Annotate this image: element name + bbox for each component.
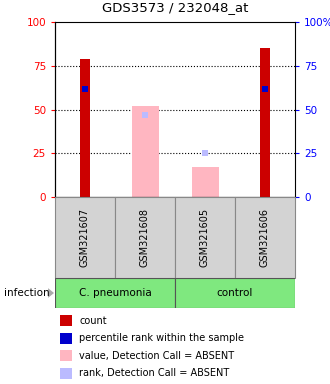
Bar [175, 197, 235, 278]
Bar [131, 106, 158, 197]
Text: infection: infection [4, 288, 50, 298]
Bar [55, 197, 115, 278]
Text: rank, Detection Call = ABSENT: rank, Detection Call = ABSENT [79, 368, 229, 378]
Text: GDS3573 / 232048_at: GDS3573 / 232048_at [102, 2, 248, 15]
Text: value, Detection Call = ABSENT: value, Detection Call = ABSENT [79, 351, 234, 361]
Bar [235, 197, 295, 278]
Text: GSM321606: GSM321606 [260, 208, 270, 267]
Text: percentile rank within the sample: percentile rank within the sample [79, 333, 244, 343]
Bar [60, 333, 72, 344]
Text: count: count [79, 316, 107, 326]
Text: C. pneumonia: C. pneumonia [79, 288, 151, 298]
Bar [191, 167, 218, 197]
Bar [60, 315, 72, 326]
Bar [55, 278, 175, 308]
Bar [175, 278, 295, 308]
Bar [80, 59, 90, 197]
Text: GSM321605: GSM321605 [200, 208, 210, 267]
Polygon shape [48, 288, 54, 298]
Bar [115, 197, 175, 278]
Bar [60, 367, 72, 379]
Text: GSM321608: GSM321608 [140, 208, 150, 267]
Bar [60, 350, 72, 361]
Text: control: control [217, 288, 253, 298]
Text: GSM321607: GSM321607 [80, 208, 90, 267]
Bar [260, 48, 270, 197]
